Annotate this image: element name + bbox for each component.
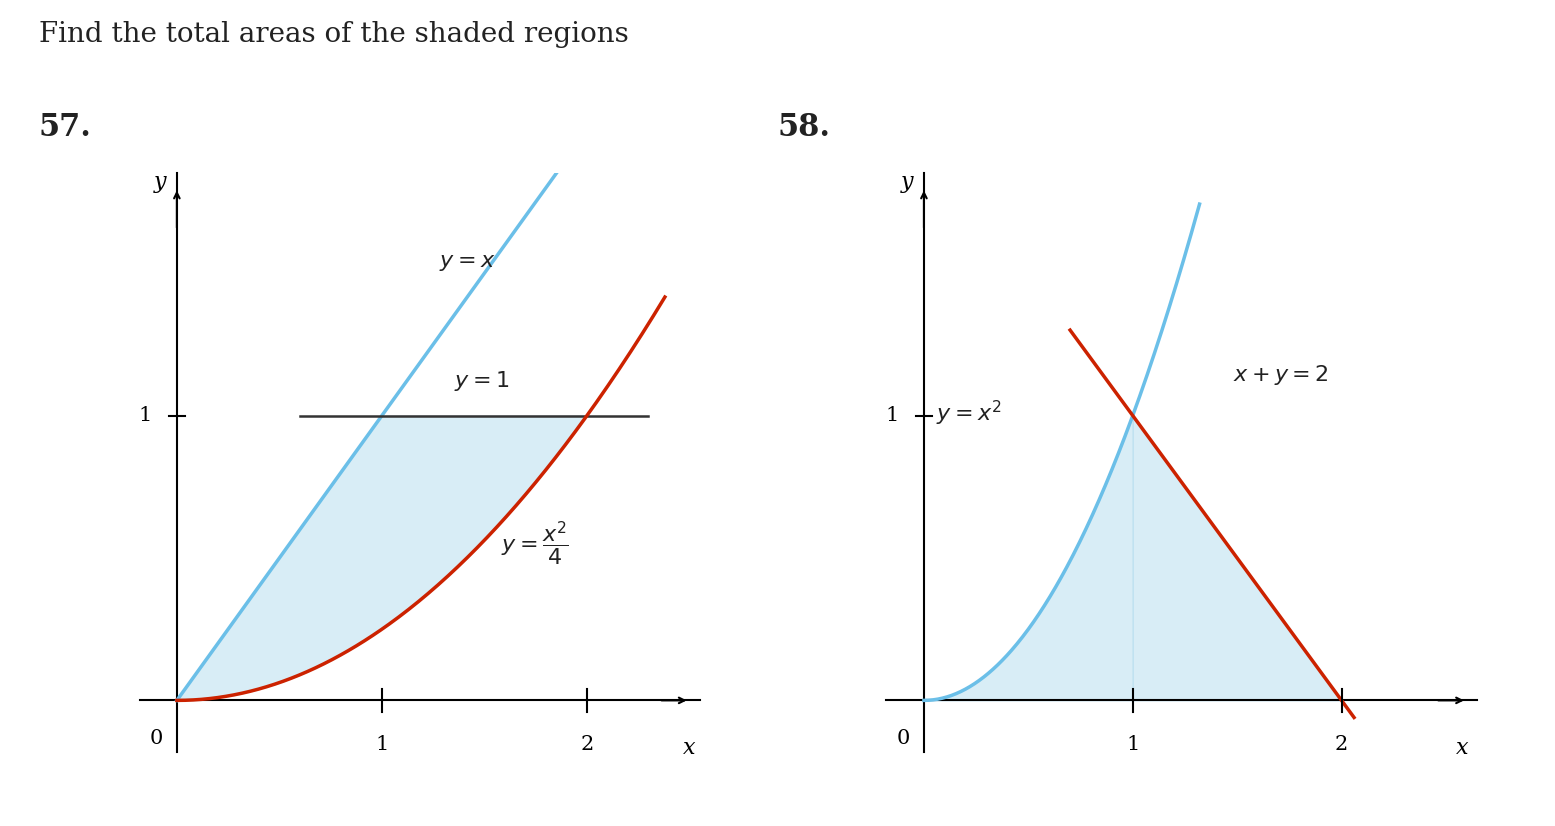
Text: 0: 0 — [149, 729, 163, 748]
Text: $y = x^2$: $y = x^2$ — [936, 399, 1001, 428]
Text: 1: 1 — [1126, 734, 1140, 753]
Text: 2: 2 — [1334, 734, 1348, 753]
Text: 58.: 58. — [778, 112, 830, 143]
Text: $y = 1$: $y = 1$ — [454, 369, 508, 393]
Text: $y = \dfrac{x^2}{4}$: $y = \dfrac{x^2}{4}$ — [501, 520, 569, 568]
Text: x: x — [683, 738, 695, 759]
Text: 1: 1 — [375, 734, 389, 753]
Text: 1: 1 — [885, 406, 899, 425]
Text: $y = x$: $y = x$ — [440, 251, 496, 273]
Text: y: y — [900, 172, 913, 193]
Text: x: x — [1457, 738, 1469, 759]
Text: Find the total areas of the shaded regions: Find the total areas of the shaded regio… — [39, 21, 628, 48]
Text: $x + y = 2$: $x + y = 2$ — [1233, 363, 1328, 387]
Text: 2: 2 — [580, 734, 594, 753]
Text: 0: 0 — [896, 729, 910, 748]
Text: 1: 1 — [138, 406, 152, 425]
Text: 57.: 57. — [39, 112, 92, 143]
Text: y: y — [154, 172, 166, 193]
